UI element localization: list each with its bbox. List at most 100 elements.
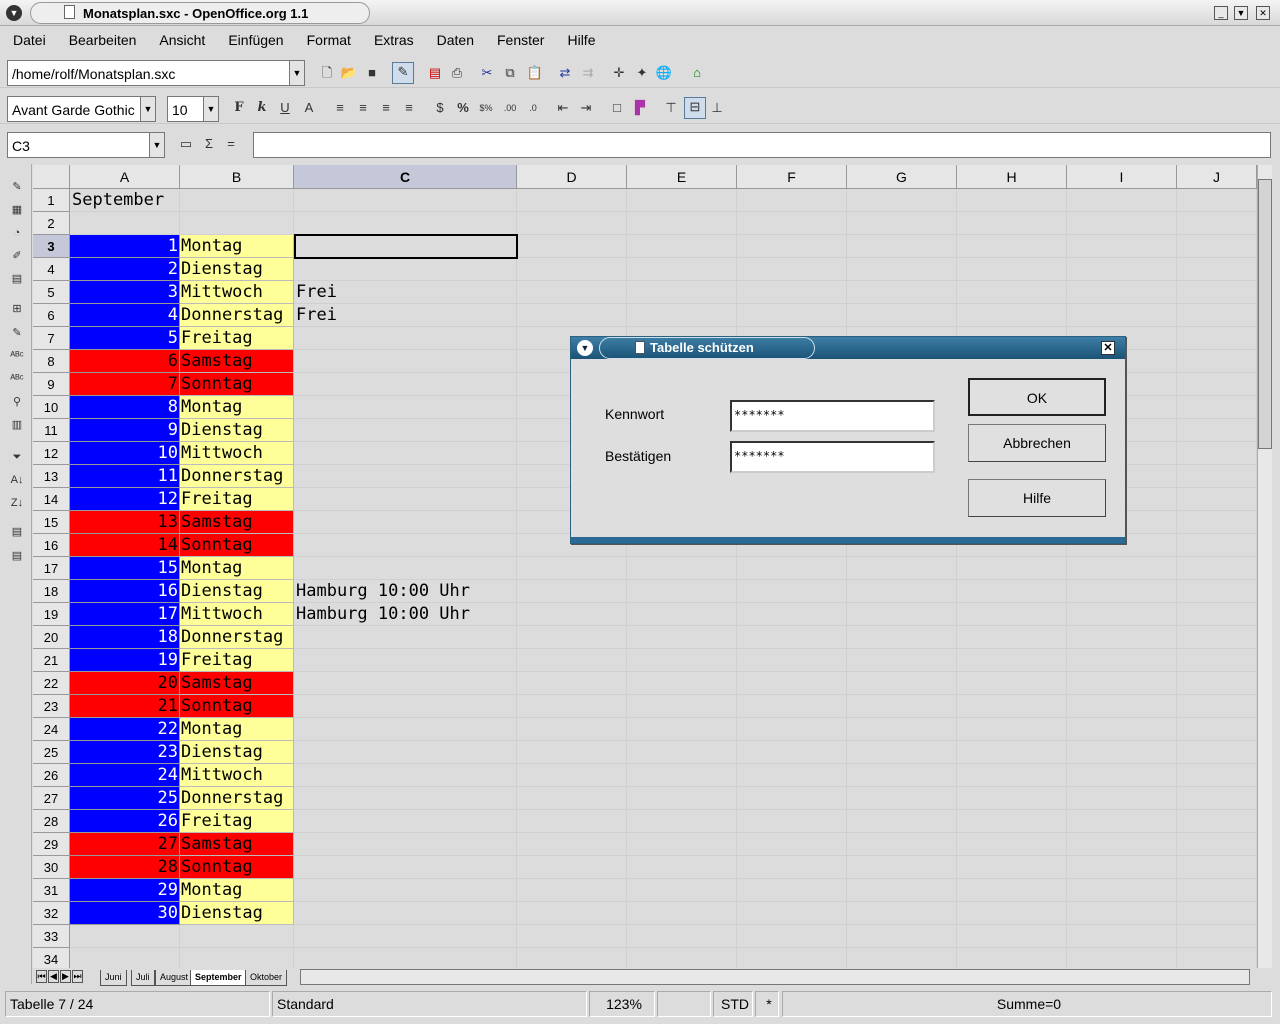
cell[interactable] xyxy=(627,695,737,718)
row-header[interactable]: 29 xyxy=(33,833,70,856)
cell[interactable] xyxy=(627,879,737,902)
font-size-input[interactable]: 10 xyxy=(167,96,203,122)
insert-object-icon[interactable]: ▦ xyxy=(11,204,23,216)
cell[interactable] xyxy=(1067,626,1177,649)
cell[interactable] xyxy=(957,626,1067,649)
cell[interactable] xyxy=(627,764,737,787)
cell[interactable] xyxy=(294,373,517,396)
cell[interactable] xyxy=(737,534,847,557)
row-header[interactable]: 24 xyxy=(33,718,70,741)
day-number-cell[interactable]: 10 xyxy=(70,442,180,465)
percent-icon[interactable]: % xyxy=(457,100,469,115)
cell[interactable] xyxy=(1177,511,1257,534)
cell[interactable] xyxy=(1067,534,1177,557)
cell[interactable] xyxy=(294,396,517,419)
cell[interactable] xyxy=(957,718,1067,741)
row-header[interactable]: 20 xyxy=(33,626,70,649)
url-dropdown[interactable]: ▼ xyxy=(289,60,305,86)
cell[interactable] xyxy=(627,580,737,603)
cell[interactable] xyxy=(847,304,957,327)
align-right-icon[interactable]: ≡ xyxy=(382,100,390,115)
cell[interactable] xyxy=(517,189,627,212)
sheet-tab-august[interactable]: August xyxy=(155,970,194,986)
day-number-cell[interactable]: 19 xyxy=(70,649,180,672)
copy-icon[interactable]: ⧉ xyxy=(505,65,515,80)
cell[interactable] xyxy=(1177,833,1257,856)
cell[interactable] xyxy=(70,212,180,235)
align-bottom-icon[interactable]: ⊥ xyxy=(711,100,723,115)
help-button[interactable]: Hilfe xyxy=(968,479,1106,517)
cell[interactable] xyxy=(627,557,737,580)
day-number-cell[interactable]: 30 xyxy=(70,902,180,925)
row-header[interactable]: 5 xyxy=(33,281,70,304)
day-number-cell[interactable]: 26 xyxy=(70,810,180,833)
column-header-b[interactable]: B xyxy=(180,165,294,189)
column-header-a[interactable]: A xyxy=(70,165,180,189)
cell[interactable] xyxy=(294,189,517,212)
row-header[interactable]: 31 xyxy=(33,879,70,902)
cell[interactable] xyxy=(627,235,737,258)
cell[interactable] xyxy=(957,925,1067,948)
cell[interactable] xyxy=(1067,695,1177,718)
weekday-cell[interactable]: Montag xyxy=(180,396,294,419)
autofilter-icon[interactable]: ⏷ xyxy=(12,451,22,463)
cell[interactable] xyxy=(847,603,957,626)
row-header[interactable]: 10 xyxy=(33,396,70,419)
url-input[interactable]: /home/rolf/Monatsplan.sxc xyxy=(7,60,289,86)
insert-cell-icon[interactable]: ⊞ xyxy=(12,303,22,315)
column-header-j[interactable]: J xyxy=(1177,165,1257,189)
row-header[interactable]: 3 xyxy=(33,235,70,258)
row-header[interactable]: 16 xyxy=(33,534,70,557)
cell[interactable] xyxy=(737,580,847,603)
cell[interactable] xyxy=(957,189,1067,212)
day-number-cell[interactable]: 18 xyxy=(70,626,180,649)
cell[interactable] xyxy=(1067,764,1177,787)
cell[interactable] xyxy=(957,603,1067,626)
cell[interactable] xyxy=(517,833,627,856)
cell[interactable] xyxy=(737,810,847,833)
cell[interactable] xyxy=(1067,557,1177,580)
cell[interactable] xyxy=(737,879,847,902)
column-header-i[interactable]: I xyxy=(1067,165,1177,189)
cell[interactable] xyxy=(847,281,957,304)
cell[interactable] xyxy=(517,649,627,672)
cell[interactable] xyxy=(517,281,627,304)
row-header[interactable]: 21 xyxy=(33,649,70,672)
row-header[interactable]: 32 xyxy=(33,902,70,925)
cell[interactable] xyxy=(517,212,627,235)
cell[interactable] xyxy=(627,258,737,281)
cell[interactable] xyxy=(847,741,957,764)
cell[interactable] xyxy=(957,856,1067,879)
cell[interactable] xyxy=(1067,580,1177,603)
cell[interactable] xyxy=(294,626,517,649)
cell[interactable] xyxy=(847,235,957,258)
cell[interactable] xyxy=(294,649,517,672)
cell[interactable] xyxy=(1177,626,1257,649)
sort-descending-icon[interactable]: Z↓ xyxy=(10,497,24,509)
menu-ansicht[interactable]: Ansicht xyxy=(159,32,206,48)
cell[interactable] xyxy=(1177,373,1257,396)
cell[interactable] xyxy=(517,534,627,557)
row-header[interactable]: 19 xyxy=(33,603,70,626)
menu-einfügen[interactable]: Einfügen xyxy=(228,32,284,48)
cell[interactable] xyxy=(180,212,294,235)
dialog-close-icon[interactable]: ✕ xyxy=(1101,341,1115,355)
show-draw-icon[interactable]: ✎ xyxy=(12,327,22,339)
font-name-dropdown[interactable]: ▼ xyxy=(140,96,156,122)
cell[interactable] xyxy=(1177,327,1257,350)
row-header[interactable]: 25 xyxy=(33,741,70,764)
cell[interactable] xyxy=(1067,235,1177,258)
sheet-tab-juni[interactable]: Juni xyxy=(100,970,127,986)
cell[interactable] xyxy=(1067,925,1177,948)
cell[interactable] xyxy=(294,695,517,718)
day-number-cell[interactable]: 7 xyxy=(70,373,180,396)
standard-format-icon[interactable]: $% xyxy=(479,103,493,113)
cell[interactable] xyxy=(517,741,627,764)
day-number-cell[interactable]: 11 xyxy=(70,465,180,488)
new-document-icon[interactable]: 🗋 xyxy=(321,65,333,80)
menu-format[interactable]: Format xyxy=(306,32,351,48)
cell[interactable] xyxy=(627,856,737,879)
minimize-icon[interactable]: _ xyxy=(1214,6,1228,20)
weekday-cell[interactable]: Donnerstag xyxy=(180,304,294,327)
cell[interactable] xyxy=(1177,258,1257,281)
